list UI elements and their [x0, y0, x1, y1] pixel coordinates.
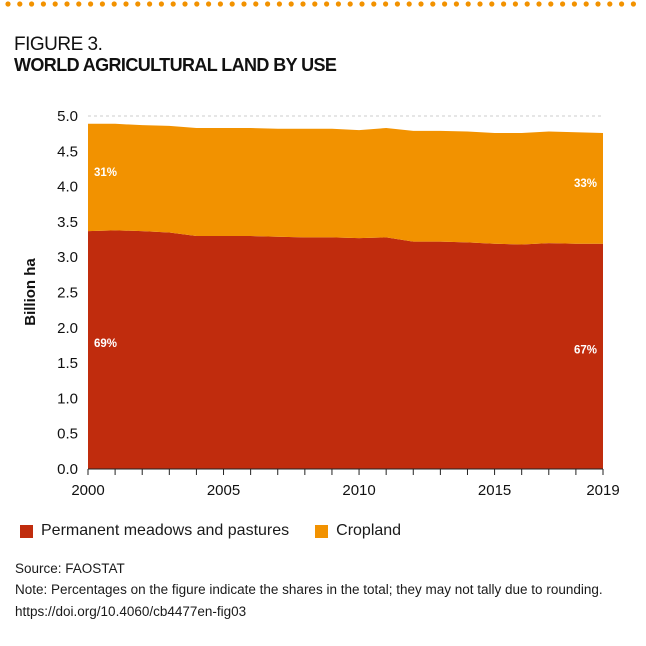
divider-dot: [312, 1, 318, 7]
divider-dot: [347, 1, 353, 7]
divider-dot: [206, 1, 212, 7]
figure-label: FIGURE 3.: [14, 34, 103, 55]
share-annotation: 69%: [94, 338, 117, 350]
legend-swatch-pastures: [20, 524, 33, 538]
divider-dot: [560, 1, 566, 7]
y-tick-label: 2.0: [57, 320, 78, 337]
divider-dot: [324, 1, 330, 7]
divider-dot: [406, 1, 412, 7]
y-tick-label: 1.5: [57, 355, 78, 372]
divider-dot: [619, 1, 625, 7]
divider-dot: [123, 1, 129, 7]
area-cropland: [88, 123, 603, 245]
y-tick-label: 1.0: [57, 390, 78, 407]
divider-dot: [512, 1, 518, 7]
divider-dot: [135, 1, 141, 7]
legend-label-cropland: Cropland: [336, 522, 402, 539]
share-annotation: 33%: [574, 178, 597, 190]
divider-dot: [501, 1, 507, 7]
doi-link[interactable]: https://doi.org/10.4060/cb4477en-fig03: [15, 604, 247, 619]
divider-dot: [288, 1, 294, 7]
divider-dot: [548, 1, 554, 7]
divider-dot: [170, 1, 176, 7]
divider-dot: [253, 1, 259, 7]
x-tick-label: 2010: [342, 482, 375, 499]
x-tick-label: 2000: [71, 482, 104, 499]
divider-dot: [17, 1, 23, 7]
figure-title: WORLD AGRICULTURAL LAND BY USE: [14, 55, 337, 75]
divider-dot: [465, 1, 471, 7]
share-annotation: 67%: [574, 345, 597, 357]
divider-dot: [394, 1, 400, 7]
x-tick-label: 2019: [586, 482, 619, 499]
divider-dot: [536, 1, 542, 7]
area-permanent-meadows-and-pastures: [88, 230, 603, 469]
divider-dot: [477, 1, 483, 7]
divider-dot: [442, 1, 448, 7]
source-text: Source: FAOSTAT: [15, 561, 125, 576]
divider-dot: [111, 1, 117, 7]
legend-item-cropland: Cropland: [315, 522, 401, 540]
y-tick-label: 3.5: [57, 214, 78, 231]
divider-dot: [241, 1, 247, 7]
divider-dot: [194, 1, 200, 7]
divider-dot: [64, 1, 70, 7]
share-annotation: 31%: [94, 167, 117, 179]
divider-dot: [607, 1, 613, 7]
divider-dot: [300, 1, 306, 7]
legend-swatch-cropland: [315, 524, 329, 538]
y-tick-label: 4.5: [57, 143, 78, 160]
y-axis-label: Billion ha: [22, 258, 39, 326]
divider-dot: [147, 1, 153, 7]
divider-dot: [453, 1, 459, 7]
divider-dot: [88, 1, 94, 7]
x-tick-label: 2015: [478, 482, 511, 499]
y-tick-label: 2.5: [57, 285, 78, 302]
divider-dot: [40, 1, 47, 7]
y-tick-label: 4.0: [57, 179, 78, 196]
divider-dot: [524, 1, 530, 7]
divider-dot: [595, 1, 601, 7]
divider-dot: [5, 1, 11, 7]
divider-dot: [76, 1, 82, 7]
note-text: Note: Percentages on the figure indicate…: [15, 582, 603, 597]
divider-dot: [571, 1, 578, 7]
y-tick-label: 0.0: [57, 461, 78, 478]
divider-dot: [630, 1, 637, 7]
divider-dot: [359, 1, 365, 7]
divider-dot: [418, 1, 424, 7]
dotted-divider: [5, 1, 637, 7]
divider-dot: [265, 1, 271, 7]
divider-dot: [229, 1, 235, 7]
divider-dot: [276, 1, 282, 7]
y-tick-label: 5.0: [57, 108, 78, 125]
divider-dot: [29, 1, 35, 7]
legend-label-pastures: Permanent meadows and pastures: [41, 522, 290, 539]
divider-dot: [489, 1, 495, 7]
divider-dot: [371, 1, 377, 7]
legend: Permanent meadows and pastures Cropland: [20, 522, 427, 540]
divider-dot: [335, 1, 341, 7]
divider-dot: [217, 1, 223, 7]
divider-dot: [182, 1, 188, 7]
divider-dot: [430, 1, 436, 7]
y-tick-label: 0.5: [57, 426, 78, 443]
stacked-area-chart: 0.0 0.5 1.0 1.5 2.0 2.5 3.0 3.5 4.0 4.5 5.0 2000 20…: [22, 108, 620, 499]
divider-dot: [52, 1, 58, 7]
x-tick-label: 2005: [207, 482, 240, 499]
divider-dot: [158, 1, 164, 7]
y-tick-label: 3.0: [57, 249, 78, 266]
legend-item-pastures: Permanent meadows and pastures: [20, 522, 289, 540]
divider-dot: [99, 1, 105, 7]
divider-dot: [383, 1, 389, 7]
divider-dot: [583, 1, 589, 7]
